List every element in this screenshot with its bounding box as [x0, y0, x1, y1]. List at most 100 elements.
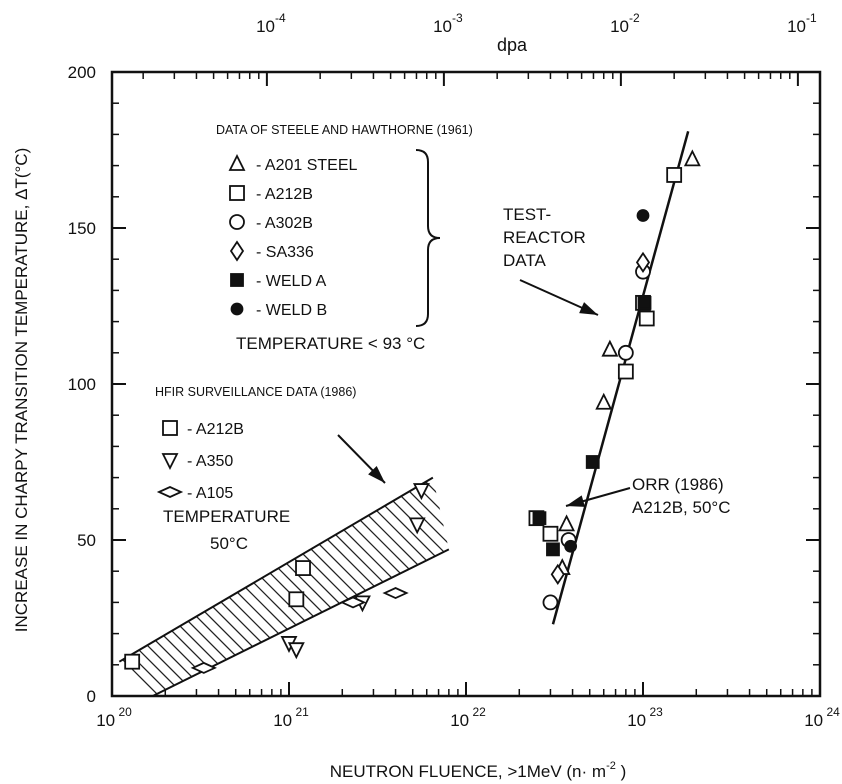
data-point-square	[638, 310, 655, 327]
hatch-line	[437, 477, 449, 696]
hatch-line	[346, 477, 449, 696]
legend-test-entry: - SA336	[256, 244, 314, 261]
data-point-circle	[617, 344, 634, 361]
top-tick-label: 10-2	[610, 11, 640, 36]
hatch-line	[119, 477, 449, 696]
x-tick-label: 10 24	[804, 705, 840, 730]
hatch-line	[281, 477, 449, 696]
hatch-line	[789, 0, 842, 784]
data-point-filled-circle	[564, 539, 578, 553]
data-point-triangle-up	[595, 392, 613, 410]
data-point-diamond	[550, 563, 565, 585]
x-axis-label: NEUTRON FLUENCE, >1MeV (n· m-2 )	[330, 760, 626, 781]
plot-frame	[110, 70, 822, 698]
arrow-orr-head	[566, 495, 585, 507]
data-point-triangle-down	[287, 642, 305, 660]
data-point-square	[542, 525, 559, 542]
legend-test-temperature: TEMPERATURE < 93 °C	[236, 334, 425, 353]
hatch-line	[0, 0, 3, 784]
top-axis-label: dpa	[497, 35, 528, 55]
hatch-line	[607, 0, 842, 784]
hatch-line	[737, 0, 842, 784]
hatch-line	[119, 477, 449, 696]
legend-hfir-temperature: TEMPERATURE	[163, 507, 290, 526]
data-point-square	[666, 167, 683, 183]
legend-test-entry: - A201 STEEL	[256, 157, 357, 174]
hatch-line	[119, 477, 316, 696]
data-point-diamond-wide	[190, 661, 217, 674]
hatch-line	[828, 0, 842, 784]
legend-hfir-entry: - A105	[187, 485, 233, 502]
arrow-hfir-head	[368, 465, 385, 483]
hatch-line	[802, 0, 842, 784]
hatch-line	[119, 477, 449, 696]
annotation-arrows	[337, 279, 631, 507]
hatch-line	[763, 0, 842, 784]
data-point-filled-square	[546, 542, 560, 557]
legend-hfir-entry: - A350	[187, 453, 233, 470]
hatch-line	[633, 0, 842, 784]
annotation-orr: A212B, 50°C	[632, 498, 730, 517]
legend-marker-triangle-down	[161, 453, 179, 471]
hatch-line	[385, 477, 449, 696]
y-tick-label: 50	[77, 531, 96, 550]
data-point-triangle-down	[412, 483, 430, 501]
legends: DATA OF STEELE AND HAWTHORNE (1961) - A20…	[155, 123, 473, 553]
data-point-diamond	[635, 251, 651, 273]
top-tick-label: 10-1	[787, 11, 817, 36]
top-tick-label: 10-4	[256, 11, 286, 36]
legend-brace	[415, 149, 441, 327]
legend-marker-square	[162, 420, 178, 436]
hatch-line	[119, 477, 449, 696]
hatch-line	[464, 0, 842, 784]
hatch-line	[555, 0, 842, 784]
hatch-line	[581, 0, 842, 784]
hatch-line	[659, 0, 842, 784]
hatch-line	[776, 0, 842, 784]
legend-marker-circle	[229, 214, 245, 230]
data-point-diamond-wide	[339, 596, 367, 609]
hatch-line	[490, 0, 842, 784]
hatch-line	[294, 477, 449, 696]
legend-test-entry: - A302B	[256, 215, 313, 232]
hatch-line	[542, 0, 842, 784]
hatch-line	[398, 477, 449, 696]
x-tick-label: 10 20	[96, 705, 132, 730]
legend-hfir-entry: - A212B	[187, 421, 244, 438]
y-tick-label: 0	[87, 687, 96, 706]
data-point-square	[288, 591, 305, 608]
data-point-square	[124, 653, 141, 670]
data-point-square	[295, 560, 311, 576]
arrow-test-reactor-head	[579, 302, 598, 315]
legend-test-entry: - WELD B	[256, 302, 327, 319]
x-tick-label: 10 23	[627, 705, 663, 730]
y-tick-label: 100	[68, 375, 96, 394]
top-tick-label: 10-3	[433, 11, 463, 36]
hatch-line	[516, 0, 842, 784]
data-point-filled-circle	[636, 209, 650, 222]
legend-hfir-temperature-value: 50°C	[210, 534, 248, 553]
data-point-triangle-up	[683, 149, 701, 167]
hatch-line	[750, 0, 842, 784]
hatch-line	[685, 0, 842, 784]
hatch-line	[646, 0, 842, 784]
hatch-line	[411, 477, 449, 696]
legend-test-entry: - A212B	[256, 186, 313, 203]
hatch-line	[119, 477, 290, 696]
legend-test-entry: - WELD A	[256, 273, 327, 290]
data-point-diamond-wide	[382, 587, 409, 600]
hatch-line	[503, 0, 842, 784]
hatch-line	[359, 477, 449, 696]
hatch-line	[119, 477, 449, 696]
axis-ticks	[111, 71, 821, 697]
hatch-line	[119, 477, 449, 696]
x-tick-label: 10 22	[450, 705, 486, 730]
data-point-circle	[542, 594, 559, 611]
hfir-band-upper	[118, 476, 434, 663]
legend-marker-square	[229, 185, 245, 201]
hatch-line	[307, 477, 449, 696]
hatch-line	[119, 477, 303, 696]
hatch-line	[568, 0, 842, 784]
hatch-line	[620, 0, 842, 784]
hatch-line	[477, 0, 842, 784]
